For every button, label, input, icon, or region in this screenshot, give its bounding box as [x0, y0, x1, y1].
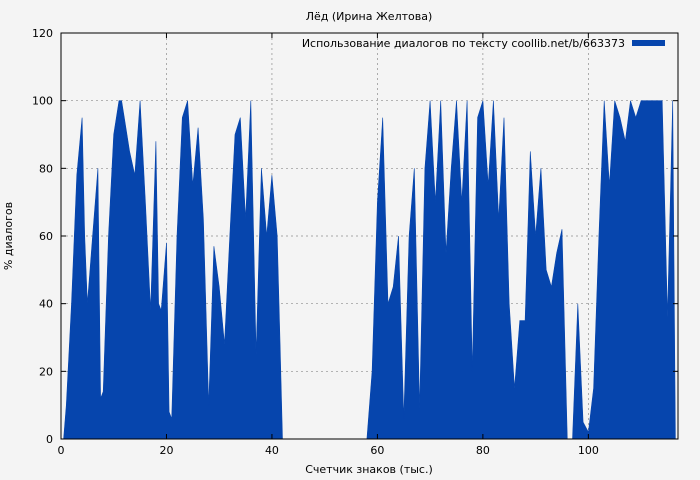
y-axis-label: % диалогов [2, 202, 15, 270]
y-tick-label: 40 [39, 298, 53, 311]
x-tick-label: 80 [476, 444, 490, 457]
legend-swatch [632, 40, 665, 46]
x-tick-label: 100 [578, 444, 599, 457]
legend-label: Использование диалогов по тексту coollib… [302, 37, 625, 50]
x-tick-label: 0 [58, 444, 65, 457]
y-tick-label: 100 [32, 95, 53, 108]
chart-title: Лёд (Ирина Желтова) [306, 10, 433, 23]
series-area [63, 100, 676, 440]
y-tick-label: 80 [39, 162, 53, 175]
y-tick-label: 20 [39, 365, 53, 378]
legend: Использование диалогов по тексту coollib… [302, 37, 665, 50]
y-tick-label: 0 [46, 433, 53, 446]
x-axis-label: Счетчик знаков (тыс.) [305, 463, 433, 476]
tick-layer: 0 20 40 60 80 100 120 0 20 40 60 80 100 [32, 27, 678, 457]
y-tick-label: 60 [39, 230, 53, 243]
x-tick-label: 40 [265, 444, 279, 457]
x-tick-label: 20 [159, 444, 173, 457]
series-layer [63, 100, 676, 440]
x-tick-label: 60 [370, 444, 384, 457]
y-tick-label: 120 [32, 27, 53, 40]
